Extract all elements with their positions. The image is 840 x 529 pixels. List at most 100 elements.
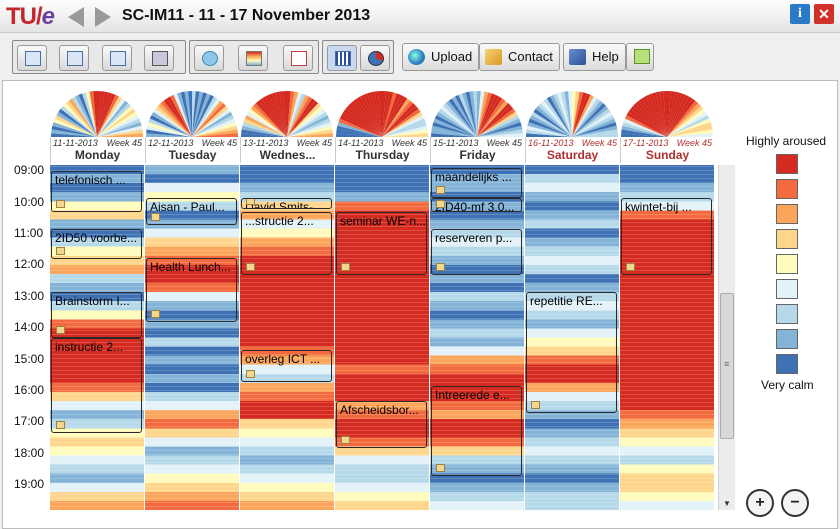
pie-slice (477, 103, 511, 137)
day-header[interactable]: 17-11-2013 Week 45 Sunday (620, 137, 714, 163)
pie-slice (553, 93, 572, 137)
pie-slice (531, 111, 572, 137)
day-header[interactable]: 14-11-2013 Week 45 Thursday (335, 137, 429, 163)
calendar-event[interactable]: 2ID40-mf 3.0... (431, 197, 522, 213)
pie-slice (82, 92, 97, 137)
day-header[interactable]: 11-11-2013 Week 45 Monday (50, 137, 144, 163)
calendar-event[interactable]: repetitie RE... (526, 292, 617, 414)
back-arrow-icon[interactable] (68, 7, 84, 27)
calendar-clock-button[interactable] (283, 45, 313, 71)
calendar-event[interactable]: 2ID50 voorbe... (51, 229, 142, 260)
hour-label: 16:00 (14, 383, 45, 398)
event-title: Aisan - Paul... (150, 199, 225, 214)
colors-button[interactable] (238, 45, 268, 71)
pie-slice (667, 115, 710, 137)
calendar-event[interactable]: seminar WE-n... (336, 212, 427, 275)
export-icon (634, 49, 650, 64)
pie-slice (572, 94, 594, 137)
calendar-event[interactable]: Brainstorm I... (51, 292, 142, 338)
day-header[interactable]: 15-11-2013 Week 45 Friday (430, 137, 524, 163)
event-title: Brainstorm I... (55, 294, 130, 309)
calendar-event[interactable]: Intreerede e... (431, 386, 522, 476)
day-stress-column[interactable] (620, 165, 714, 510)
info-button[interactable]: i (790, 4, 810, 24)
event-title: Intreerede e... (435, 388, 510, 403)
calendar-event[interactable]: instructie 2... (51, 337, 142, 434)
sync-button[interactable] (194, 45, 224, 71)
note-icon (436, 200, 445, 209)
zoom-in-button[interactable]: + (746, 489, 774, 517)
pie-slice (477, 133, 523, 137)
event-title: David Smits-... (245, 199, 324, 209)
day-header[interactable]: 13-11-2013 Week 45 Wednes... (240, 137, 334, 163)
day-stress-column[interactable] (430, 165, 524, 510)
pie-chart-button[interactable] (360, 45, 390, 71)
calendar-event[interactable]: kwintet-bij ... (621, 197, 712, 275)
day-stress-column[interactable] (240, 165, 334, 510)
pie-slice (382, 115, 425, 137)
pie-slice (97, 94, 119, 137)
calendar-event[interactable]: maandelijks ... (431, 168, 522, 198)
pie-slice (97, 103, 131, 137)
day-week: Week 45 (676, 138, 712, 148)
bar-chart-button[interactable] (327, 45, 357, 71)
export-button[interactable] (626, 43, 654, 71)
calendar-event[interactable]: ...structie 2... (241, 212, 332, 275)
pie-slice (287, 105, 324, 137)
calendar-event[interactable]: reserveren p... (431, 229, 522, 275)
pie-slice (287, 111, 328, 137)
hour-label: 15:00 (14, 351, 45, 366)
event-title: 2ID50 voorbe... (55, 231, 138, 246)
pie-slice (56, 111, 97, 137)
pie-slice (382, 122, 427, 137)
pie-slice (451, 96, 477, 137)
pie-slice (283, 91, 287, 137)
scroll-down-icon[interactable]: ▼ (723, 499, 731, 508)
day-header[interactable]: 12-11-2013 Week 45 Tuesday (145, 137, 239, 163)
calendar-event[interactable]: overleg ICT ... (241, 350, 332, 382)
contact-button[interactable]: Contact (479, 43, 560, 71)
help-button[interactable]: Help (563, 43, 626, 71)
pie-slice (659, 91, 667, 137)
forward-arrow-icon[interactable] (95, 7, 111, 27)
calendar-event[interactable]: Health Lunch... (146, 257, 237, 322)
pie-slice (550, 94, 572, 137)
day-stress-column[interactable] (525, 165, 619, 510)
pie-slice (287, 91, 295, 137)
scrollbar-thumb[interactable]: ≡ (720, 293, 734, 439)
month-view-button[interactable] (102, 45, 132, 71)
calendar-event[interactable]: Afscheidsbor... (336, 400, 427, 448)
pie-slice (192, 93, 211, 137)
note-icon (436, 463, 445, 472)
upload-button[interactable]: Upload (402, 43, 480, 71)
pie-slice (192, 133, 238, 137)
pie-slice (146, 133, 192, 137)
pie-slice (621, 133, 667, 137)
pie-slice (97, 118, 141, 137)
day-stress-column[interactable] (335, 165, 429, 510)
pie-slice (462, 92, 477, 137)
pie-slice (192, 94, 214, 137)
note-icon (56, 247, 65, 256)
calendar-event[interactable]: David Smits-... (241, 197, 332, 209)
day-name: Tuesday (168, 148, 217, 162)
note-icon (246, 369, 255, 378)
close-button[interactable]: ✕ (814, 4, 834, 24)
pie-slice (621, 129, 667, 137)
note-icon (436, 262, 445, 271)
pie-slice (151, 111, 192, 137)
vertical-scrollbar[interactable]: ≡ ▼ (718, 165, 735, 510)
pie-slice (356, 96, 382, 137)
calendar-event[interactable]: Aisan - Paul... (146, 197, 237, 225)
day-header[interactable]: 16-11-2013 Week 45 Saturday (525, 137, 619, 163)
calendar-event[interactable]: telefonisch ... (51, 171, 142, 213)
day-name: Wednes... (259, 148, 316, 162)
stress-pie-row (51, 91, 713, 137)
zoom-out-button[interactable]: − (781, 489, 809, 517)
grid-view-button[interactable] (144, 45, 174, 71)
day-view-button[interactable] (17, 45, 47, 71)
pie-slice (572, 115, 615, 137)
day-stress-column[interactable] (145, 165, 239, 510)
pie-slice (382, 94, 404, 137)
week-view-button[interactable] (59, 45, 89, 71)
